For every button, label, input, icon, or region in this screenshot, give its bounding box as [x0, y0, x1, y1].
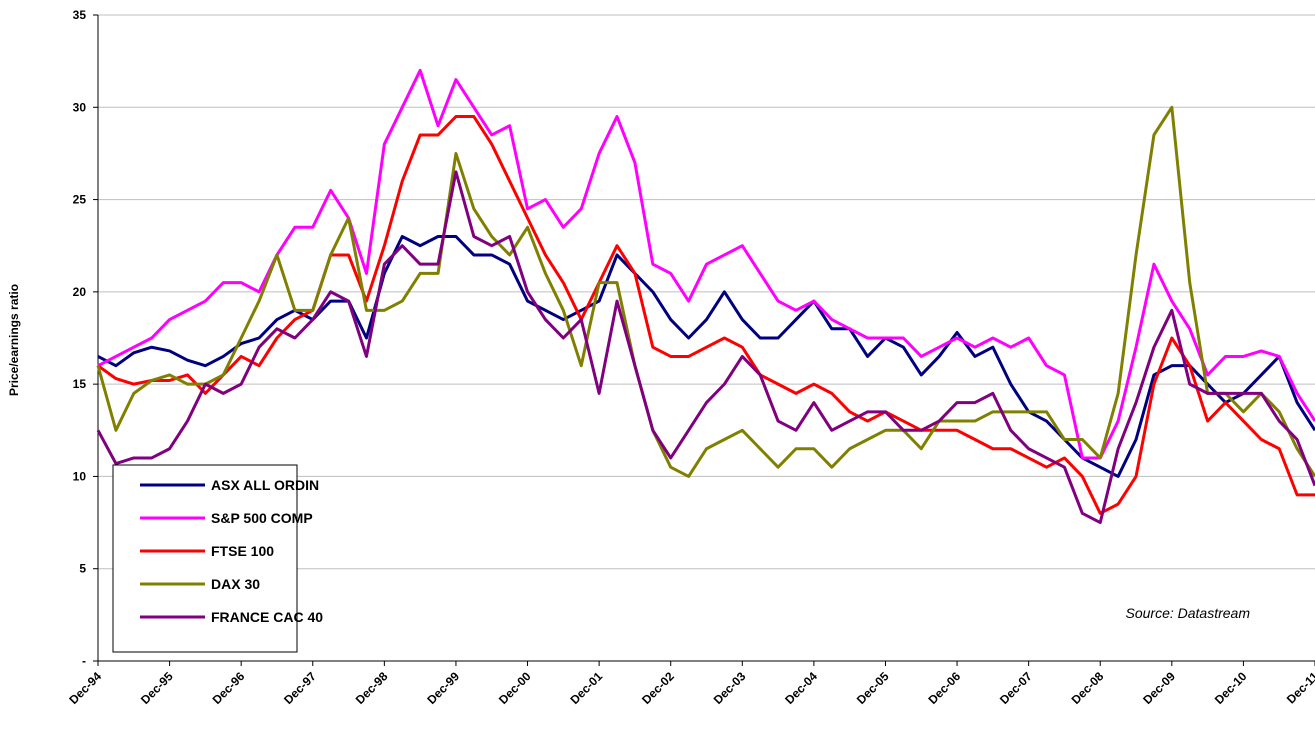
y-tick-label: 15: [73, 377, 87, 391]
annotation: Source: Datastream: [1126, 605, 1251, 621]
x-tick-label: Dec-09: [1140, 669, 1178, 707]
x-tick-label: Dec-08: [1069, 669, 1107, 707]
x-tick-label: Dec-99: [424, 669, 462, 707]
x-tick-label: Dec-98: [353, 669, 391, 707]
series-line: [96, 170, 1315, 525]
x-tick-label: Dec-00: [496, 669, 534, 707]
x-tick-label: Dec-96: [210, 669, 248, 707]
x-tick-label: Dec-07: [997, 669, 1035, 707]
series-line: [97, 115, 1315, 515]
legend-label: FRANCE CAC 40: [211, 609, 323, 625]
x-tick-label: Dec-97: [281, 669, 319, 707]
y-tick-label: 20: [73, 285, 87, 299]
y-tick-label: 30: [73, 100, 87, 114]
legend-label: S&P 500 COMP: [211, 510, 313, 526]
legend-label: DAX 30: [211, 576, 260, 592]
x-tick-label: Dec-01: [568, 669, 606, 707]
y-axis-label: Price/earnings ratio: [7, 284, 21, 396]
legend-label: FTSE 100: [211, 543, 274, 559]
x-tick-label: Dec-06: [925, 669, 963, 707]
x-tick-label: Dec-03: [711, 669, 749, 707]
legend-label: ASX ALL ORDIN: [211, 477, 319, 493]
series-line: [96, 105, 1315, 478]
x-tick-label: Dec-02: [639, 669, 677, 707]
x-tick-label: Dec-94: [66, 669, 104, 707]
x-tick-label: Dec-05: [854, 669, 892, 707]
legend-box: [112, 464, 298, 653]
x-tick-label: Dec-95: [138, 669, 176, 707]
y-tick-label: 35: [73, 8, 87, 22]
y-tick-label: 10: [73, 469, 87, 483]
y-tick-label: 5: [79, 562, 86, 576]
x-tick-label: Dec-04: [782, 669, 820, 707]
y-tick-label: 25: [73, 193, 87, 207]
x-tick-label: Dec-11: [1284, 669, 1315, 706]
x-tick-label: Dec-10: [1212, 669, 1250, 707]
series-line: [97, 68, 1315, 460]
y-tick-label: -: [82, 654, 86, 668]
